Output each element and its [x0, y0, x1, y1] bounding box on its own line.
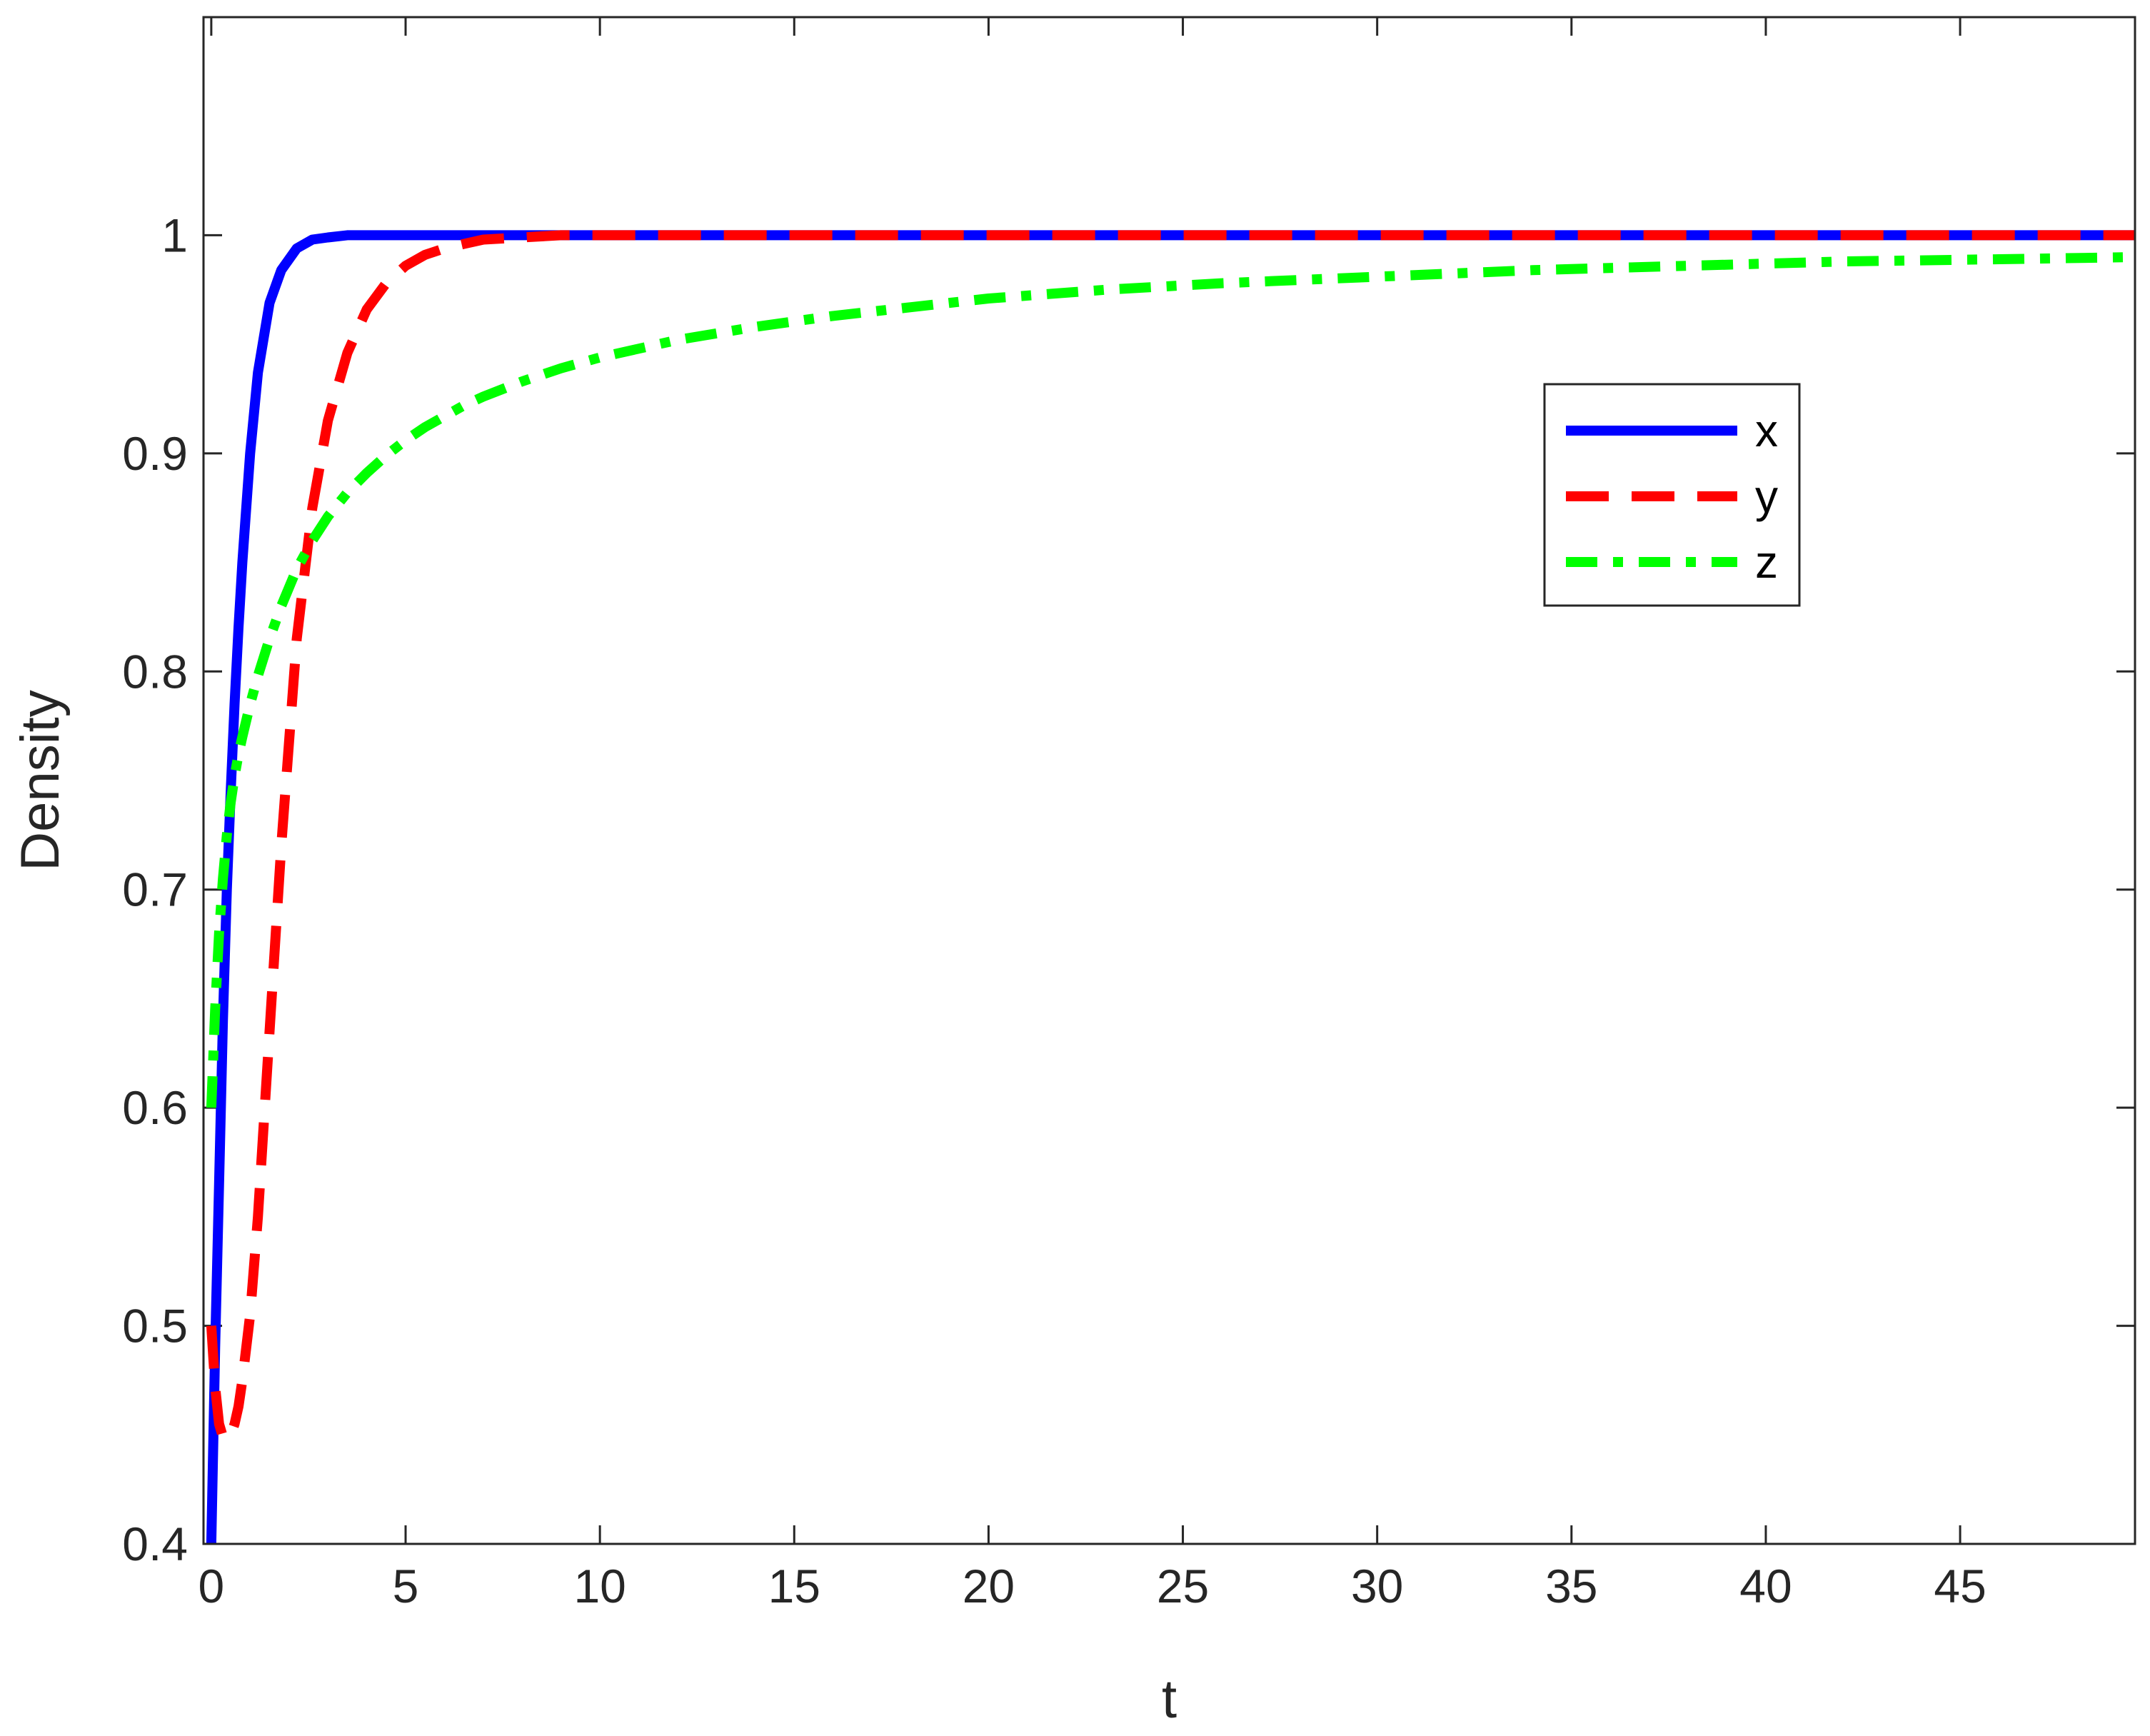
y-tick-label: 0.5 — [122, 1300, 188, 1353]
plot-frame — [202, 16, 2136, 1545]
y-tick-label: 0.9 — [122, 427, 188, 480]
x-tick-label: 10 — [573, 1560, 626, 1612]
y-tick-label: 0.6 — [122, 1081, 188, 1134]
legend: xyz — [1543, 383, 1801, 607]
y-tick-label: 0.4 — [122, 1517, 188, 1570]
series-line-x — [206, 230, 2135, 1544]
legend-label-z: z — [1755, 536, 1778, 588]
y-tick-label: 1 — [161, 209, 188, 261]
x-axis-ticks: 0 5 10 15 20 25 30 35 40 45 — [199, 17, 1986, 1612]
y-tick-label: 0.7 — [122, 863, 188, 916]
legend-label-y: y — [1755, 471, 1778, 522]
x-tick-label: 30 — [1351, 1560, 1403, 1612]
plot-area — [204, 17, 2135, 1544]
series-line-z — [206, 252, 2135, 1108]
series-layer — [206, 230, 2135, 1544]
x-tick-label: 25 — [1157, 1560, 1209, 1612]
y-axis-ticks: 0.4 0.5 0.6 0.7 0.8 0.9 1 — [122, 209, 2135, 1570]
x-tick-label: 35 — [1545, 1560, 1597, 1612]
x-tick-label: 15 — [768, 1560, 820, 1612]
series-line-y — [206, 230, 2135, 1445]
x-axis-label: t — [1162, 1669, 1177, 1730]
x-tick-label: 0 — [199, 1560, 225, 1612]
x-tick-label: 40 — [1739, 1560, 1792, 1612]
x-tick-label: 45 — [1934, 1560, 1986, 1612]
y-axis-label: Density — [10, 690, 71, 870]
x-tick-label: 20 — [963, 1560, 1015, 1612]
x-tick-label: 5 — [393, 1560, 419, 1612]
legend-label-x: x — [1755, 405, 1778, 456]
y-tick-label: 0.8 — [122, 645, 188, 698]
